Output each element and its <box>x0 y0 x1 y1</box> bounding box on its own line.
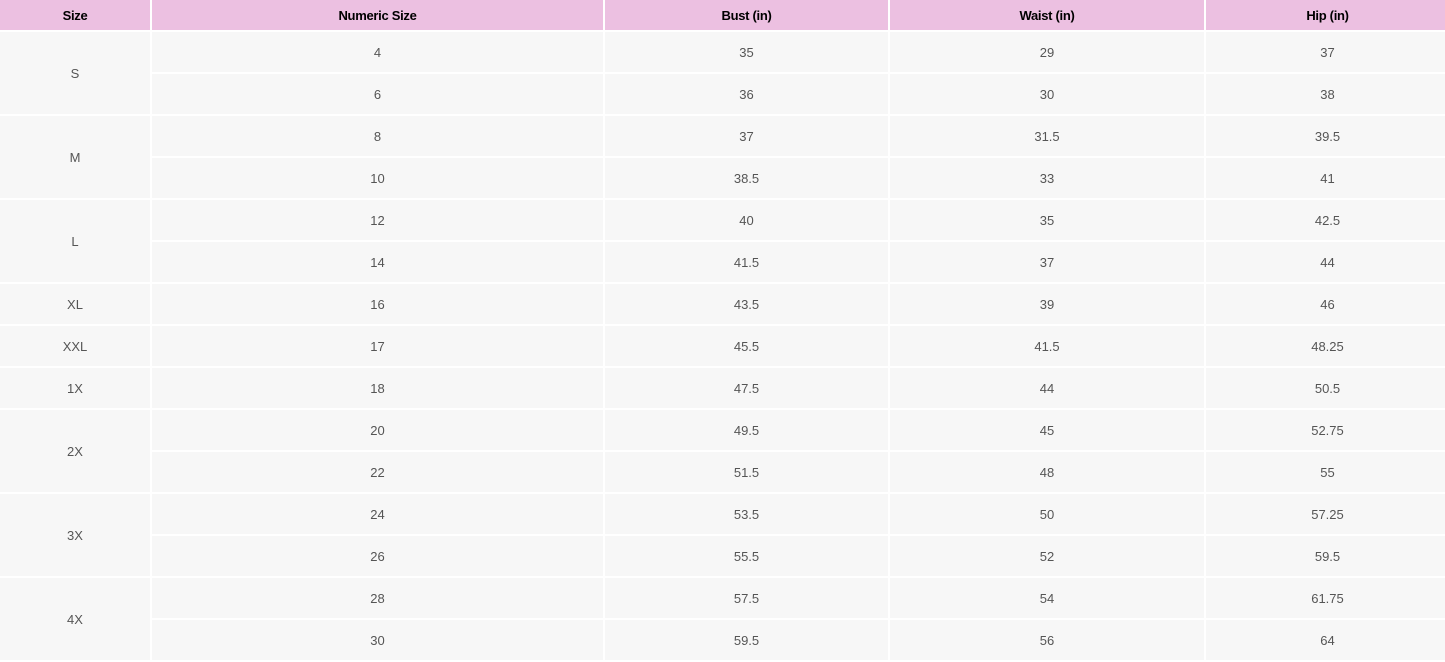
bust-cell: 36 <box>605 74 888 114</box>
numeric-size-cell: 18 <box>152 368 603 408</box>
header-waist: Waist (in) <box>890 0 1204 30</box>
hip-cell: 48.25 <box>1206 326 1445 366</box>
waist-cell: 54 <box>890 578 1204 618</box>
hip-cell: 59.5 <box>1206 536 1445 576</box>
bust-cell: 47.5 <box>605 368 888 408</box>
header-bust: Bust (in) <box>605 0 888 30</box>
table-row: XXL 17 45.5 41.5 48.25 <box>0 326 1445 366</box>
bust-cell: 57.5 <box>605 578 888 618</box>
waist-cell: 31.5 <box>890 116 1204 156</box>
bust-cell: 41.5 <box>605 242 888 282</box>
table-row: 1X 18 47.5 44 50.5 <box>0 368 1445 408</box>
table-row: 30 59.5 56 64 <box>0 620 1445 660</box>
hip-cell: 55 <box>1206 452 1445 492</box>
hip-cell: 64 <box>1206 620 1445 660</box>
numeric-size-cell: 22 <box>152 452 603 492</box>
size-label-cell: 3X <box>0 494 150 576</box>
bust-cell: 51.5 <box>605 452 888 492</box>
header-size: Size <box>0 0 150 30</box>
table-body: S 4 35 29 37 6 36 30 38 M 8 37 31.5 39.5 10 38.5 33 41 L 12… <box>0 32 1445 660</box>
header-numeric-size: Numeric Size <box>152 0 603 30</box>
numeric-size-cell: 28 <box>152 578 603 618</box>
bust-cell: 53.5 <box>605 494 888 534</box>
table-row: 3X 24 53.5 50 57.25 <box>0 494 1445 576</box>
hip-cell: 41 <box>1206 158 1445 198</box>
size-label-cell: XL <box>0 284 150 324</box>
hip-cell: 52.75 <box>1206 410 1445 450</box>
waist-cell: 52 <box>890 536 1204 576</box>
numeric-size-cell: 26 <box>152 536 603 576</box>
numeric-size-cell: 12 <box>152 200 603 240</box>
waist-cell: 44 <box>890 368 1204 408</box>
waist-cell: 50 <box>890 494 1204 534</box>
table-row: L 12 40 35 42.5 <box>0 200 1445 282</box>
bust-cell: 49.5 <box>605 410 888 450</box>
waist-cell: 35 <box>890 200 1204 240</box>
numeric-size-cell: 30 <box>152 620 603 660</box>
size-label-cell: M <box>0 116 150 198</box>
hip-cell: 46 <box>1206 284 1445 324</box>
hip-cell: 39.5 <box>1206 116 1445 156</box>
table-row: 2X 20 49.5 45 52.75 <box>0 410 1445 492</box>
bust-cell: 40 <box>605 200 888 240</box>
size-label-cell: 2X <box>0 410 150 492</box>
table-row: 26 55.5 52 59.5 <box>0 536 1445 576</box>
waist-cell: 39 <box>890 284 1204 324</box>
table-row: 14 41.5 37 44 <box>0 242 1445 282</box>
hip-cell: 44 <box>1206 242 1445 282</box>
hip-cell: 61.75 <box>1206 578 1445 618</box>
hip-cell: 42.5 <box>1206 200 1445 240</box>
size-label-cell: S <box>0 32 150 114</box>
bust-cell: 45.5 <box>605 326 888 366</box>
header-hip: Hip (in) <box>1206 0 1445 30</box>
hip-cell: 57.25 <box>1206 494 1445 534</box>
table-row: S 4 35 29 37 <box>0 32 1445 114</box>
waist-cell: 56 <box>890 620 1204 660</box>
waist-cell: 33 <box>890 158 1204 198</box>
table-row: 6 36 30 38 <box>0 74 1445 114</box>
size-label-cell: 4X <box>0 578 150 660</box>
waist-cell: 48 <box>890 452 1204 492</box>
bust-cell: 35 <box>605 32 888 72</box>
hip-cell: 50.5 <box>1206 368 1445 408</box>
numeric-size-cell: 10 <box>152 158 603 198</box>
hip-cell: 38 <box>1206 74 1445 114</box>
table-row: 10 38.5 33 41 <box>0 158 1445 198</box>
waist-cell: 41.5 <box>890 326 1204 366</box>
numeric-size-cell: 17 <box>152 326 603 366</box>
table-row: 4X 28 57.5 54 61.75 <box>0 578 1445 660</box>
bust-cell: 37 <box>605 116 888 156</box>
size-label-cell: 1X <box>0 368 150 408</box>
waist-cell: 29 <box>890 32 1204 72</box>
numeric-size-cell: 6 <box>152 74 603 114</box>
table-row: 22 51.5 48 55 <box>0 452 1445 492</box>
bust-cell: 38.5 <box>605 158 888 198</box>
hip-cell: 37 <box>1206 32 1445 72</box>
bust-cell: 55.5 <box>605 536 888 576</box>
size-label-cell: XXL <box>0 326 150 366</box>
bust-cell: 43.5 <box>605 284 888 324</box>
waist-cell: 30 <box>890 74 1204 114</box>
waist-cell: 45 <box>890 410 1204 450</box>
header-row: Size Numeric Size Bust (in) Waist (in) H… <box>0 0 1445 30</box>
numeric-size-cell: 20 <box>152 410 603 450</box>
table-row: M 8 37 31.5 39.5 <box>0 116 1445 198</box>
waist-cell: 37 <box>890 242 1204 282</box>
numeric-size-cell: 16 <box>152 284 603 324</box>
numeric-size-cell: 14 <box>152 242 603 282</box>
bust-cell: 59.5 <box>605 620 888 660</box>
size-label-cell: L <box>0 200 150 282</box>
numeric-size-cell: 8 <box>152 116 603 156</box>
table-row: XL 16 43.5 39 46 <box>0 284 1445 324</box>
numeric-size-cell: 4 <box>152 32 603 72</box>
numeric-size-cell: 24 <box>152 494 603 534</box>
